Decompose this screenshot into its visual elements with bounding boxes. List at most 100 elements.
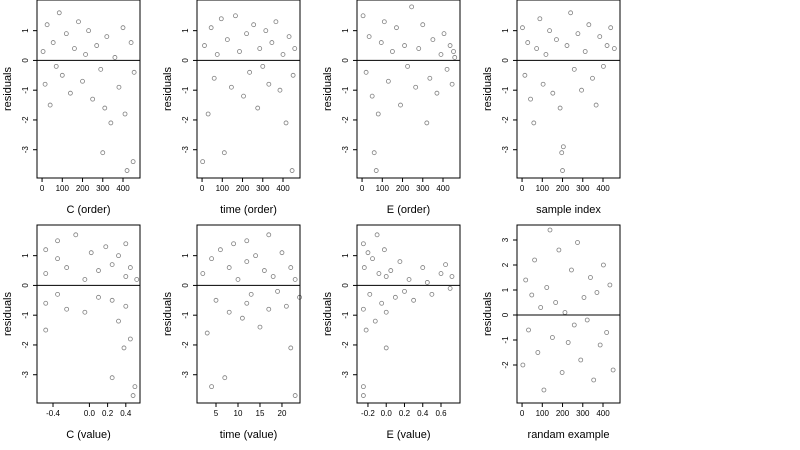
point xyxy=(529,292,535,298)
point xyxy=(528,96,533,102)
point xyxy=(237,49,242,54)
point xyxy=(372,318,378,324)
point xyxy=(239,315,245,321)
point xyxy=(383,345,389,351)
point xyxy=(273,19,279,25)
point xyxy=(204,330,210,336)
y-tick-label: -2 xyxy=(181,341,190,349)
x-tick-label: -0.4 xyxy=(46,409,60,418)
point xyxy=(229,84,234,90)
y-tick-label: -2 xyxy=(501,116,510,124)
plot-frame xyxy=(36,224,141,404)
y-tick-label: 3 xyxy=(501,237,510,242)
point xyxy=(575,240,580,245)
point xyxy=(447,43,453,48)
point xyxy=(67,90,73,96)
x-tick-label: -0.2 xyxy=(361,409,375,418)
point xyxy=(116,318,121,324)
point xyxy=(280,52,286,57)
point xyxy=(547,227,553,233)
point xyxy=(55,291,60,297)
y-tick-label: -2 xyxy=(21,116,30,124)
point xyxy=(116,253,121,259)
x-tick-label: 200 xyxy=(556,184,570,193)
point xyxy=(128,40,134,45)
point xyxy=(360,384,366,390)
point xyxy=(370,256,375,262)
point xyxy=(121,345,127,351)
point xyxy=(253,253,258,259)
point xyxy=(564,43,570,48)
point xyxy=(604,43,610,48)
point xyxy=(127,336,133,342)
point xyxy=(374,232,380,238)
point xyxy=(449,274,455,279)
x-axis-label: C (order) xyxy=(66,204,110,216)
point xyxy=(109,297,115,303)
point xyxy=(586,22,592,28)
point xyxy=(360,306,366,312)
point xyxy=(72,46,77,51)
point xyxy=(562,310,568,315)
y-tick-label: -1 xyxy=(341,86,350,94)
point xyxy=(385,78,391,84)
point xyxy=(200,271,206,276)
point xyxy=(597,342,603,348)
point xyxy=(402,43,407,48)
point xyxy=(53,63,59,69)
point xyxy=(50,40,56,45)
point xyxy=(520,362,526,368)
point xyxy=(367,291,373,297)
point xyxy=(244,259,250,265)
point xyxy=(578,357,584,363)
point xyxy=(233,13,238,19)
x-axis-label: E (value) xyxy=(386,429,430,441)
point xyxy=(540,81,546,87)
point xyxy=(523,277,529,283)
point xyxy=(208,25,214,31)
point xyxy=(116,84,122,90)
x-tick-label: 300 xyxy=(576,184,590,193)
point xyxy=(270,274,276,279)
point xyxy=(213,297,219,303)
point xyxy=(402,288,407,294)
point xyxy=(611,46,617,51)
point xyxy=(224,37,230,42)
point xyxy=(430,37,436,42)
x-tick-label: 0.0 xyxy=(84,409,96,418)
point xyxy=(579,87,584,93)
point xyxy=(443,262,448,267)
y-axis-label: residuals xyxy=(162,291,174,336)
point xyxy=(221,150,227,156)
x-tick-label: 20 xyxy=(278,409,287,418)
point xyxy=(43,271,49,276)
point xyxy=(288,345,294,351)
point xyxy=(73,232,79,238)
x-tick-label: 0.6 xyxy=(435,409,447,418)
x-tick-label: 0.0 xyxy=(381,409,393,418)
point xyxy=(375,111,381,117)
point xyxy=(366,34,372,40)
point xyxy=(376,271,382,276)
point xyxy=(571,322,577,328)
point xyxy=(131,69,137,75)
plot-frame xyxy=(196,0,301,179)
y-axis-label: residuals xyxy=(2,291,14,336)
x-tick-label: 200 xyxy=(556,409,570,418)
point xyxy=(447,286,453,291)
y-tick-label: 1 xyxy=(181,28,190,33)
point xyxy=(381,247,387,253)
point xyxy=(132,384,138,390)
y-tick-label: 0 xyxy=(181,58,190,63)
x-tick-label: 100 xyxy=(536,184,550,193)
point xyxy=(371,150,377,156)
y-tick-label: -1 xyxy=(341,311,350,319)
point xyxy=(438,52,444,57)
point xyxy=(444,66,450,72)
point xyxy=(222,375,228,381)
y-axis-label: residuals xyxy=(482,291,494,336)
y-tick-label: 1 xyxy=(21,253,30,258)
y-tick-label: -2 xyxy=(341,341,350,349)
y-tick-label: -3 xyxy=(341,371,350,379)
y-tick-label: -3 xyxy=(181,146,190,154)
